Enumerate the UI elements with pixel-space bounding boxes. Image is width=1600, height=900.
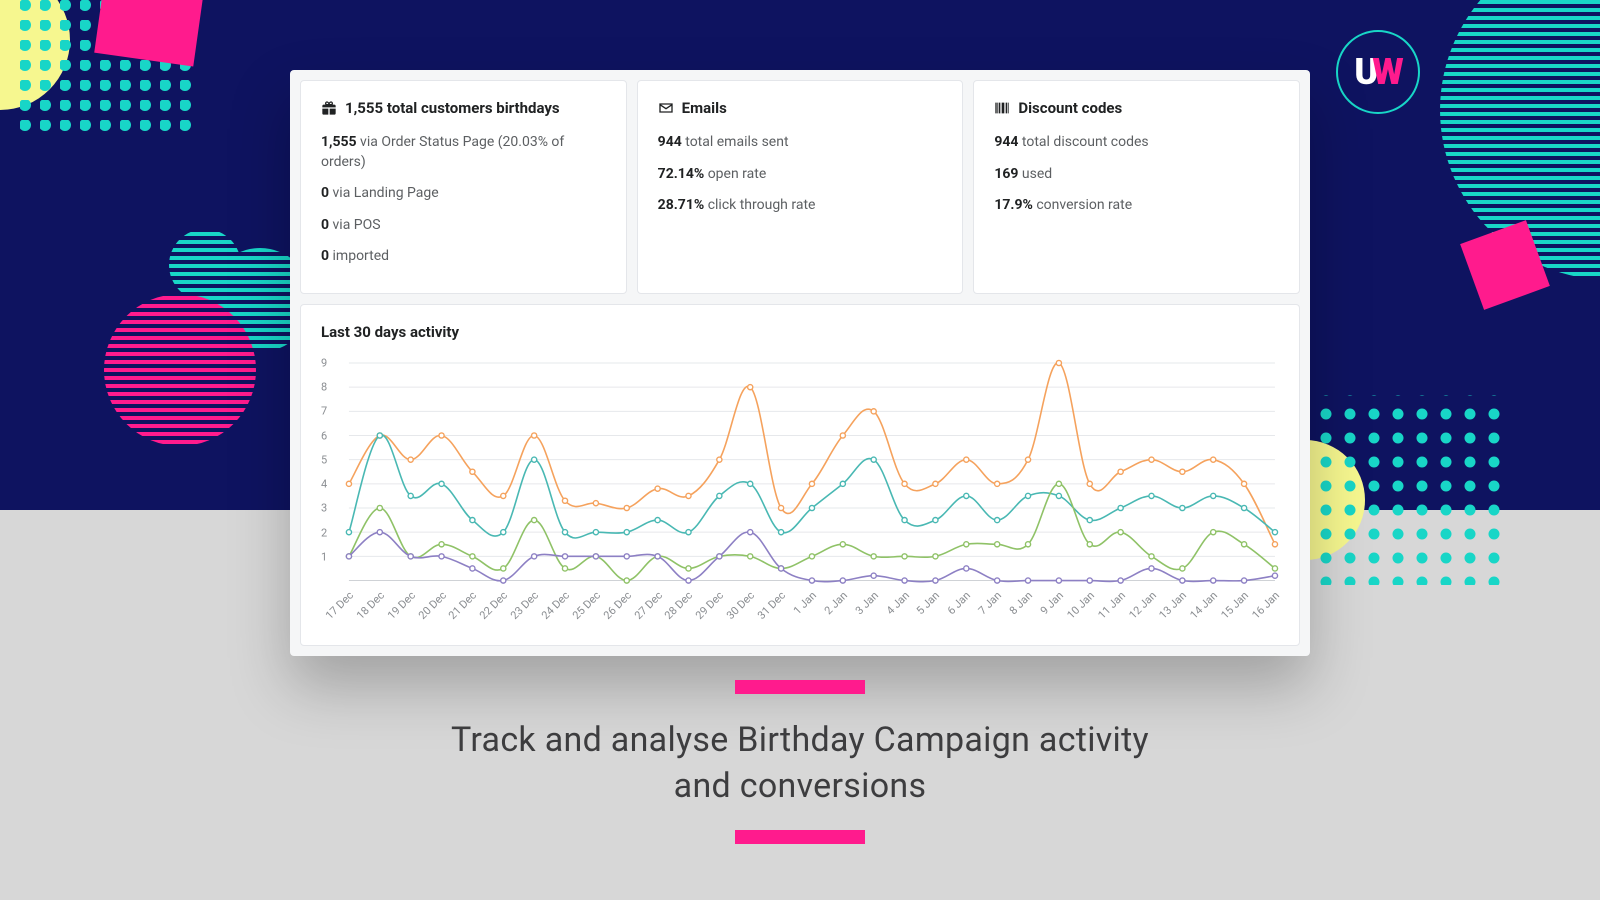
caption: Track and analyse Birthday Campaign acti…: [0, 680, 1600, 844]
y-tick-label: 1: [321, 550, 327, 563]
brand-logo: UW: [1336, 30, 1420, 114]
stat-line: 0 via POS: [321, 216, 606, 236]
stat-line: 72.14% open rate: [658, 165, 943, 185]
envelope-icon: [658, 100, 674, 116]
stat-line: 0 imported: [321, 247, 606, 267]
y-tick-label: 3: [321, 502, 327, 515]
y-tick-label: 5: [321, 453, 327, 466]
chart-canvas: 12345678917 Dec18 Dec19 Dec20 Dec21 Dec2…: [321, 359, 1279, 609]
stat-card-discounts: Discount codes 944 total discount codes 1…: [973, 80, 1300, 294]
stat-title-emails: Emails: [658, 99, 943, 117]
y-tick-label: 8: [321, 381, 327, 394]
caption-bar-top: [735, 680, 865, 694]
stat-line: 1,555 via Order Status Page (20.03% of o…: [321, 133, 606, 172]
stat-title-customers: 1,555 total customers birthdays: [321, 99, 606, 117]
y-tick-label: 2: [321, 526, 327, 539]
chart-svg: [321, 359, 1279, 608]
stat-rows-emails: 944 total emails sent 72.14% open rate 28.…: [658, 133, 943, 216]
stat-card-customers: 1,555 total customers birthdays 1,555 vi…: [300, 80, 627, 294]
stat-line: 0 via Landing Page: [321, 184, 606, 204]
barcode-icon: [994, 100, 1010, 116]
stat-line: 944 total emails sent: [658, 133, 943, 153]
chart-card: Last 30 days activity 12345678917 Dec18 …: [300, 304, 1300, 646]
dashboard-panel: 1,555 total customers birthdays 1,555 vi…: [290, 70, 1310, 656]
stat-line: 17.9% conversion rate: [994, 196, 1279, 216]
y-tick-label: 6: [321, 429, 327, 442]
y-tick-label: 7: [321, 405, 327, 418]
stat-rows-customers: 1,555 via Order Status Page (20.03% of o…: [321, 133, 606, 267]
stat-title-discounts: Discount codes: [994, 99, 1279, 117]
stat-line: 28.71% click through rate: [658, 196, 943, 216]
stat-row: 1,555 total customers birthdays 1,555 vi…: [300, 80, 1300, 294]
stat-rows-discounts: 944 total discount codes 169 used 17.9% co…: [994, 133, 1279, 216]
logo-letter-w: W: [1372, 51, 1401, 93]
gift-icon: [321, 100, 337, 116]
stat-line: 169 used: [994, 165, 1279, 185]
stat-card-emails: Emails 944 total emails sent 72.14% open …: [637, 80, 964, 294]
stat-line: 944 total discount codes: [994, 133, 1279, 153]
y-tick-label: 9: [321, 356, 327, 369]
chart-title: Last 30 days activity: [321, 323, 1279, 341]
caption-text: Track and analyse Birthday Campaign acti…: [0, 718, 1600, 810]
y-tick-label: 4: [321, 478, 327, 491]
caption-bar-bottom: [735, 830, 865, 844]
